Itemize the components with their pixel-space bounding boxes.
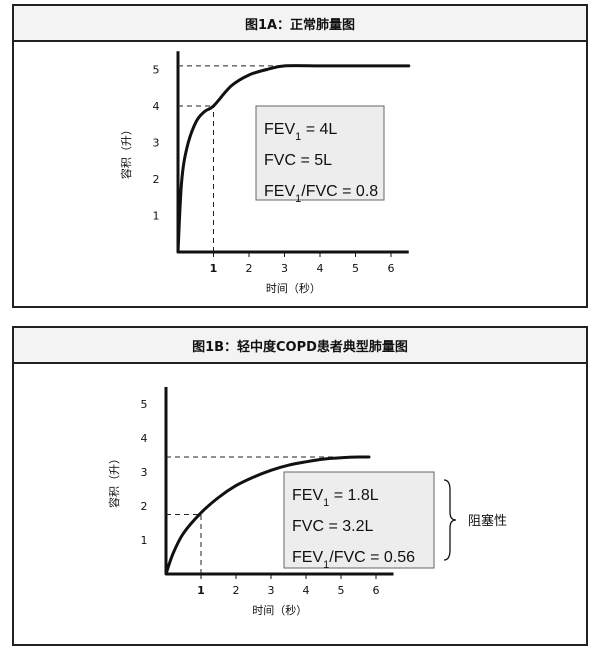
x-tick-label: 2 [233,584,240,597]
y-tick-label: 5 [141,398,148,411]
fev1-annotation: FEV1 = 4L [264,121,337,143]
y-tick-label: 2 [141,500,148,513]
ratio-annotation: FEV1/FVC = 0.8 [264,183,378,205]
y-tick-label: 3 [141,466,148,479]
x-tick-label: 6 [388,262,395,275]
chart-title-b: 图1B：轻中度COPD患者典型肺量图 [14,328,586,364]
y-tick-label: 5 [153,64,160,77]
x-tick-label: 5 [338,584,345,597]
y-tick-label: 3 [153,137,160,150]
ratio-annotation: FEV1/FVC = 0.56 [292,549,415,571]
chart-title-a: 图1A：正常肺量图 [14,6,586,42]
x-axis-label: 时间（秒） [252,603,307,617]
chart-a-plot: 1 2 3 4 5 6 1 2 3 4 5 时间（秒） 容积（升） FEV1 = 4L FVC = 5L FE… [119,51,411,295]
fvc-annotation: FVC = 5L [264,152,332,169]
chart-panel-b: 图1B：轻中度COPD患者典型肺量图 1 2 3 4 5 6 1 2 3 4 5 时间（秒） 容积（升）… [12,326,588,646]
fvc-annotation: FVC = 3.2L [292,518,373,535]
chart-panel-a: 图1A：正常肺量图 1 2 3 4 5 6 1 2 3 4 5 时间（秒） 容积（升） FEV1 = 4L… [12,4,588,308]
x-tick-label: 1 [210,262,218,275]
fev1-annotation: FEV1 = 1.8L [292,487,379,509]
x-axis-label: 时间（秒） [266,281,321,295]
y-axis-label: 容积（升） [107,453,121,508]
chart-b-plot: 1 2 3 4 5 6 1 2 3 4 5 时间（秒） 容积（升） FEV1 = 1.8L FVC = 3.… [107,387,507,617]
y-tick-label: 4 [141,432,148,445]
y-axis-label: 容积（升） [119,124,133,179]
x-tick-label: 3 [268,584,275,597]
y-tick-label: 2 [153,173,160,186]
x-tick-label: 6 [373,584,380,597]
y-tick-label: 1 [153,210,160,223]
brace-icon [443,479,457,561]
x-tick-label: 4 [303,584,310,597]
x-tick-label: 1 [197,584,205,597]
volume-time-curve [164,455,371,576]
x-tick-label: 4 [317,262,324,275]
x-tick-label: 3 [281,262,288,275]
y-tick-label: 4 [153,100,160,113]
x-tick-label: 5 [352,262,359,275]
volume-time-curve [176,64,411,254]
annotation-box [255,105,385,201]
obstructive-label: 阻塞性 [468,513,507,529]
y-tick-label: 1 [141,534,148,547]
x-tick-label: 2 [246,262,253,275]
annotation-box [283,471,435,569]
